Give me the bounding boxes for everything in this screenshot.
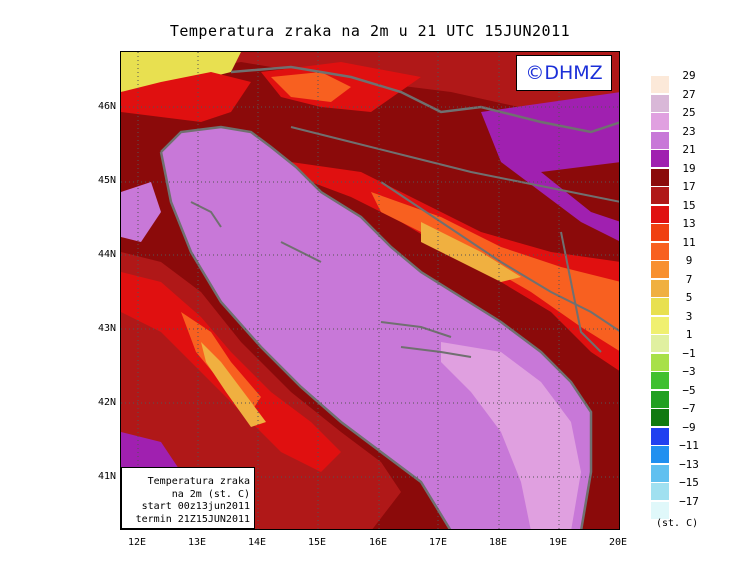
lat-label: 41N: [97, 471, 116, 482]
map-title: Temperatura zraka na 2m u 21 UTC 15JUN20…: [169, 22, 571, 40]
legend-label: −11: [679, 439, 699, 452]
temperature-map: [120, 51, 620, 530]
legend-swatch: [651, 298, 669, 315]
legend-swatch: [651, 390, 669, 408]
border-ba: [380, 181, 619, 332]
lon-label: 16E: [368, 537, 388, 548]
legend-label: 23: [682, 124, 696, 138]
lat-label: 45N: [97, 175, 116, 186]
temperature-field: [121, 52, 619, 529]
legend-units: (st. C): [656, 518, 699, 529]
lon-label: 20E: [608, 537, 628, 548]
legend-swatch: [651, 150, 669, 167]
dinaric-yellow: [421, 222, 521, 282]
legend-swatch: [651, 113, 669, 130]
lon-label: 13E: [187, 537, 207, 548]
legend-label: −17: [679, 494, 699, 508]
legend-label: −5: [682, 383, 696, 397]
lon-label: 12E: [127, 537, 147, 548]
legend-swatch: [651, 446, 669, 463]
legend-swatch: [651, 483, 669, 500]
legend-label: 3: [685, 309, 693, 323]
band-north: [121, 52, 619, 112]
border-rs: [560, 231, 602, 353]
legend-label: 27: [682, 87, 696, 101]
island-4: [190, 201, 222, 228]
legend-swatch: [651, 187, 669, 204]
legend-label: 17: [682, 180, 696, 193]
band-po-valley: [121, 72, 251, 122]
legend-label: 15: [682, 198, 696, 212]
coastline-italy: [159, 151, 452, 529]
legend-swatch: [651, 224, 669, 241]
legend-label: −1: [682, 346, 696, 360]
legend-label: 21: [682, 143, 696, 156]
italy-yellow: [201, 342, 266, 427]
legend-swatch: [651, 372, 669, 389]
border-hr-hu: [290, 126, 619, 203]
lon-label: 19E: [548, 537, 568, 548]
legend-label: 11: [682, 235, 696, 249]
copyright-badge: ©DHMZ: [516, 55, 612, 91]
legend-label: −3: [682, 365, 696, 378]
adriatic-sea: [161, 127, 591, 529]
legend-swatch: [651, 335, 669, 352]
legend-swatch: [651, 409, 669, 426]
lat-label: 42N: [97, 397, 116, 408]
legend-swatch: [651, 427, 669, 445]
info-line-1: Temperatura zraka: [147, 476, 250, 487]
lat-label: 46N: [97, 101, 116, 112]
lat-label: 43N: [97, 323, 116, 334]
info-line-3: start 00z13jun2011: [141, 501, 250, 512]
band-alps-orange: [271, 72, 351, 102]
legend-swatch: [651, 279, 669, 297]
legend-swatch: [651, 131, 669, 149]
legend-label: 25: [682, 106, 696, 119]
legend-swatch: [651, 353, 669, 371]
legend-label: 19: [682, 161, 696, 175]
legend-swatch: [651, 242, 669, 260]
lat-label: 44N: [97, 249, 116, 260]
legend-label: 9: [685, 254, 693, 267]
island-3: [400, 346, 472, 358]
legend-label: 5: [685, 291, 693, 304]
island-1: [280, 241, 322, 263]
info-line-2: na 2m (st. C): [171, 488, 250, 500]
legend-swatch: [651, 76, 669, 93]
legend-swatch: [651, 168, 669, 186]
info-box: Temperatura zraka na 2m (st. C) start 00…: [121, 467, 255, 529]
legend-swatch: [651, 316, 669, 334]
legend-swatch: [651, 94, 669, 112]
legend-label: −9: [682, 420, 696, 434]
legend-label: −15: [679, 476, 699, 489]
legend-swatch: [651, 501, 669, 519]
interior-dark: [541, 162, 619, 222]
info-line-4: termin 21Z15JUN2011: [135, 513, 250, 525]
gridlines: [121, 52, 619, 529]
legend-swatch: [651, 464, 669, 482]
lon-label: 18E: [488, 537, 508, 548]
legend-swatch: [651, 205, 669, 223]
legend-label: 29: [682, 69, 696, 82]
legend-label: −13: [679, 457, 699, 471]
legend-label: 13: [682, 217, 696, 230]
coastline-east: [160, 125, 593, 529]
tyrrhenian-patch: [121, 182, 161, 242]
legend-label: 7: [685, 272, 693, 286]
band-northwest-warm: [121, 52, 241, 92]
lon-label: 17E: [428, 537, 448, 548]
lon-label: 15E: [307, 537, 327, 548]
border-north: [230, 65, 619, 134]
sea-south-light: [441, 342, 581, 529]
legend-label: −7: [682, 402, 696, 415]
lon-label: 14E: [247, 537, 267, 548]
island-2: [380, 321, 452, 338]
legend-label: 1: [685, 328, 693, 341]
legend-swatch: [651, 261, 669, 278]
